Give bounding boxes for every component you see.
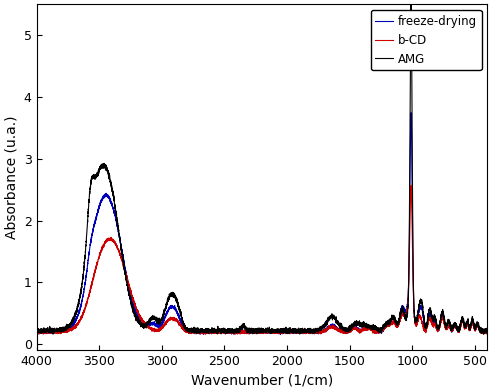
AMG	[35, 330, 40, 335]
AMG	[34, 328, 39, 332]
AMG	[268, 328, 274, 332]
b-CD	[34, 329, 39, 334]
freeze-drying	[324, 326, 330, 330]
b-CD	[268, 330, 274, 334]
AMG	[485, 328, 491, 333]
X-axis label: Wavenumber (1/cm): Wavenumber (1/cm)	[191, 374, 333, 388]
b-CD	[364, 326, 370, 331]
AMG	[481, 332, 487, 337]
AMG	[324, 321, 330, 325]
b-CD	[35, 329, 40, 334]
Line: b-CD: b-CD	[36, 185, 488, 334]
b-CD	[408, 183, 414, 188]
freeze-drying	[485, 327, 491, 332]
b-CD	[324, 327, 330, 332]
freeze-drying	[408, 110, 414, 115]
b-CD	[232, 332, 238, 337]
Line: freeze-drying: freeze-drying	[36, 113, 488, 334]
freeze-drying	[364, 325, 370, 330]
freeze-drying	[34, 330, 39, 335]
b-CD	[450, 326, 456, 331]
b-CD	[182, 328, 188, 333]
AMG	[182, 326, 188, 331]
b-CD	[485, 330, 491, 334]
freeze-drying	[182, 326, 188, 330]
AMG	[364, 323, 370, 328]
freeze-drying	[35, 330, 40, 335]
freeze-drying	[278, 332, 283, 337]
Y-axis label: Absorbance (u.a.): Absorbance (u.a.)	[4, 116, 18, 239]
Line: AMG: AMG	[36, 0, 488, 334]
freeze-drying	[268, 330, 274, 335]
freeze-drying	[450, 326, 456, 331]
AMG	[450, 325, 456, 330]
Legend: freeze-drying, b-CD, AMG: freeze-drying, b-CD, AMG	[371, 10, 482, 70]
